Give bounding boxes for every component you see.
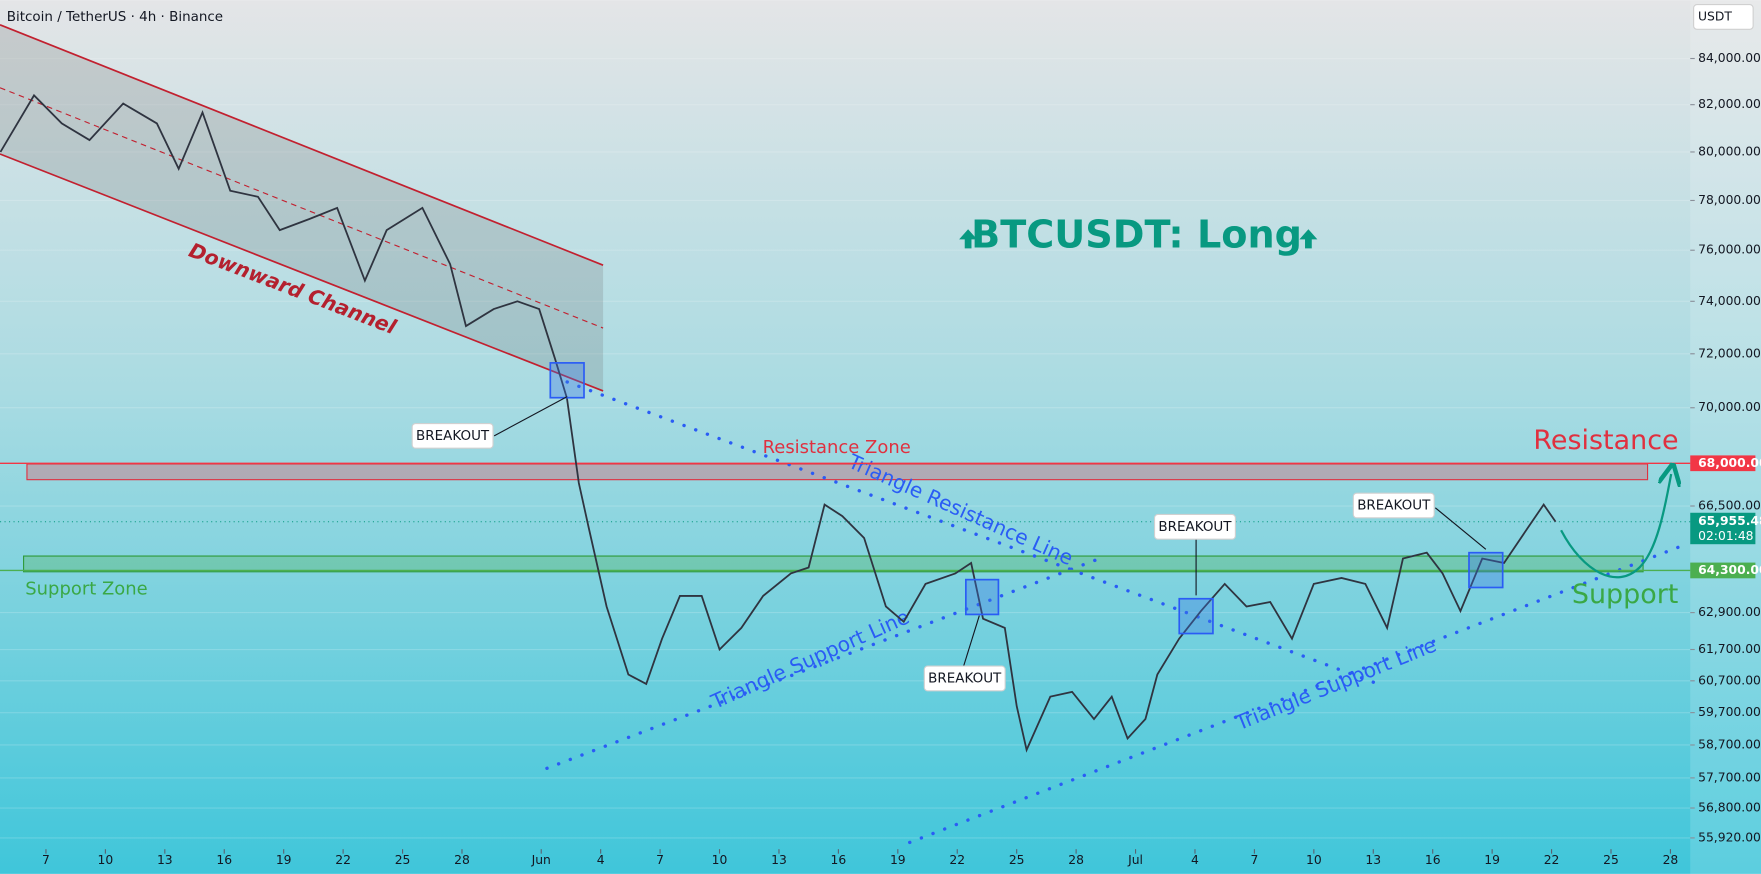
x-tick-label: 28 — [454, 853, 470, 867]
y-tick-label: 62,900.00 — [1698, 605, 1761, 619]
x-tick-label: 13 — [1365, 853, 1381, 867]
x-tick-label: 7 — [656, 853, 664, 867]
x-tick-label: 7 — [42, 853, 50, 867]
y-tick-label: 57,700.00 — [1698, 770, 1761, 784]
resistance-label: Resistance — [1533, 425, 1678, 456]
currency[interactable]: USDT — [1698, 9, 1732, 23]
level-tag — [1690, 455, 1756, 472]
x-tick-label: 22 — [335, 853, 351, 867]
x-tick-label: 10 — [712, 853, 728, 867]
level-tag — [1690, 562, 1756, 579]
subtitle: Bitcoin / TetherUS · 4h · Binance — [7, 9, 223, 25]
last-price-label: 65,955.48 — [1698, 514, 1761, 528]
level-label: 68,000.00 — [1698, 456, 1761, 470]
channel-lower — [0, 153, 604, 392]
breakout-label-bg — [1153, 513, 1236, 540]
breakout-label-bg — [923, 665, 1006, 692]
y-tick-label: 76,000.00 — [1698, 243, 1761, 257]
x-tick-label: 4 — [597, 853, 605, 867]
x-tick-label: 13 — [771, 853, 787, 867]
up-icon — [959, 229, 978, 249]
price-line — [0, 93, 1557, 753]
x-tick-label: 13 — [157, 853, 173, 867]
x-tick-label: 16 — [216, 853, 232, 867]
channel-upper — [0, 24, 604, 266]
connector — [963, 615, 980, 667]
connector — [493, 396, 568, 437]
breakout-label: BREAKOUT — [416, 428, 490, 444]
currency-box[interactable] — [1693, 4, 1754, 30]
x-tick-label: 19 — [890, 853, 906, 867]
breakout-label-bg — [1352, 492, 1435, 519]
support-label: Support — [1572, 579, 1679, 610]
x-tick-label: 22 — [1544, 853, 1560, 867]
last-price-tag — [1690, 512, 1756, 545]
price-axis — [1690, 0, 1761, 874]
x-tick-label: 16 — [1425, 853, 1441, 867]
forecast-arrow — [1560, 474, 1671, 579]
y-tick-label: 59,700.00 — [1698, 705, 1761, 719]
triangle-support-line — [908, 543, 1687, 845]
x-tick-label: 25 — [1603, 853, 1619, 867]
x-tick-label: 19 — [276, 853, 292, 867]
breakout-label-bg — [411, 422, 494, 449]
x-tick-label: 22 — [949, 853, 965, 867]
y-tick-label: 58,700.00 — [1698, 737, 1761, 751]
x-tick-label: 10 — [1306, 853, 1322, 867]
x-tick-label: 25 — [1009, 853, 1025, 867]
breakout-box — [965, 578, 1000, 616]
y-tick-label: 74,000.00 — [1698, 294, 1761, 308]
x-tick-label: 28 — [1663, 853, 1679, 867]
x-tick-label: 10 — [98, 853, 114, 867]
breakout-box — [549, 362, 585, 399]
x-tick-label: 25 — [395, 853, 411, 867]
x-tick-label: Jul — [1127, 853, 1143, 867]
x-tick-label: 4 — [1191, 853, 1199, 867]
x-tick-label: 28 — [1068, 853, 1084, 867]
breakout-label: BREAKOUT — [1357, 498, 1431, 514]
y-tick-label: 60,700.00 — [1698, 673, 1761, 687]
level-label: 64,300.00 — [1698, 563, 1761, 577]
triangle-support-line — [545, 554, 1108, 770]
breakout-label: BREAKOUT — [1158, 519, 1232, 535]
resistance-zone — [26, 463, 1649, 481]
breakout-box — [1178, 597, 1214, 635]
y-tick-label: 80,000.00 — [1698, 144, 1761, 158]
x-tick-label: 19 — [1484, 853, 1500, 867]
breakout-label: BREAKOUT — [928, 670, 1002, 686]
breakout-box — [1468, 551, 1504, 589]
y-tick-label: 66,500.00 — [1698, 499, 1761, 513]
y-tick-label: 78,000.00 — [1698, 193, 1761, 207]
y-tick-label: 70,000.00 — [1698, 400, 1761, 414]
support-zone-label: Support Zone — [25, 579, 147, 600]
triangle-resistance-line — [565, 380, 1384, 687]
title: BTCUSDT: Long — [971, 214, 1302, 258]
x-tick-label: 7 — [1250, 853, 1258, 867]
up-icon — [1299, 229, 1318, 249]
y-tick-label: 56,800.00 — [1698, 801, 1761, 815]
resistance-zone-label: Resistance Zone — [763, 437, 911, 458]
y-tick-label: 61,700.00 — [1698, 642, 1761, 656]
y-tick-label: 55,920.00 — [1698, 830, 1761, 844]
channel-mid — [0, 87, 604, 329]
x-tick-label: Jun — [531, 853, 551, 867]
countdown: 02:01:48 — [1698, 529, 1754, 543]
y-tick-label: 82,000.00 — [1698, 97, 1761, 111]
x-tick-label: 16 — [831, 853, 847, 867]
y-tick-label: 72,000.00 — [1698, 346, 1761, 360]
y-tick-label: 84,000.00 — [1698, 51, 1761, 65]
connector — [1434, 507, 1487, 550]
